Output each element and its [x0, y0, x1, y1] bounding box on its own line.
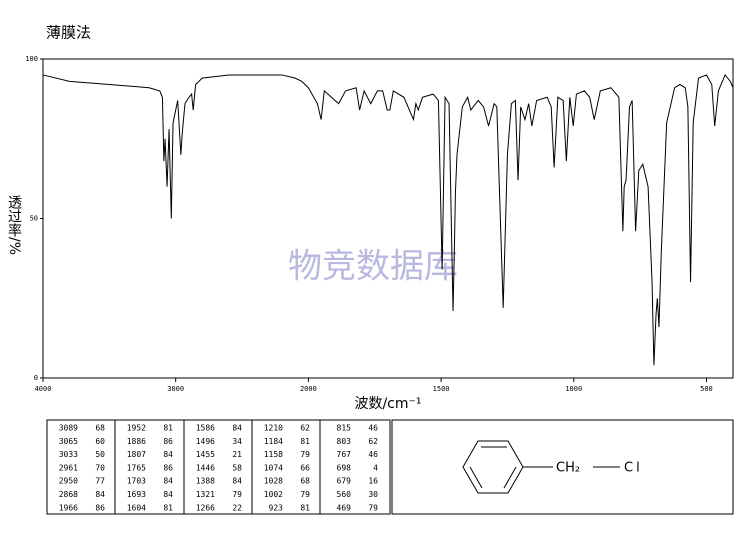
peak-transmittance: 58	[232, 463, 242, 472]
peak-transmittance: 84	[163, 477, 173, 486]
peak-transmittance: 68	[300, 477, 310, 486]
peak-wavenumber: 1886	[127, 437, 146, 446]
peak-transmittance: 79	[368, 503, 378, 512]
peak-transmittance: 16	[368, 477, 378, 486]
peak-transmittance: 84	[163, 450, 173, 459]
peak-transmittance: 81	[163, 503, 173, 512]
peak-transmittance: 86	[163, 463, 173, 472]
x-tick-label: 500	[700, 385, 713, 393]
x-tick-label: 2000	[300, 385, 317, 393]
peak-wavenumber: 1807	[127, 450, 146, 459]
peak-wavenumber: 1028	[264, 477, 283, 486]
peak-transmittance: 79	[300, 450, 310, 459]
peak-wavenumber: 815	[337, 424, 352, 433]
y-tick-label: 100	[25, 55, 38, 63]
peak-wavenumber: 1604	[127, 503, 146, 512]
peak-transmittance: 66	[300, 463, 310, 472]
peak-transmittance: 84	[163, 490, 173, 499]
peak-transmittance: 84	[232, 424, 242, 433]
peak-wavenumber: 1966	[59, 503, 78, 512]
peak-wavenumber: 560	[337, 490, 352, 499]
peak-transmittance: 46	[368, 424, 378, 433]
y-axis-label: 透过率/%	[6, 195, 22, 255]
spectrum-line	[42, 73, 734, 366]
peak-wavenumber: 1446	[196, 463, 215, 472]
peak-wavenumber: 1455	[196, 450, 215, 459]
peak-wavenumber: 1158	[264, 450, 283, 459]
peak-wavenumber: 3033	[59, 450, 78, 459]
peak-transmittance: 62	[300, 424, 310, 433]
peak-wavenumber: 1703	[127, 477, 146, 486]
peak-transmittance: 81	[300, 503, 310, 512]
y-tick-label: 50	[30, 215, 38, 223]
peak-wavenumber: 767	[337, 450, 352, 459]
structure-frame	[391, 419, 734, 515]
peak-wavenumber: 1952	[127, 424, 146, 433]
peak-wavenumber: 1210	[264, 424, 283, 433]
peak-transmittance: 62	[368, 437, 378, 446]
peak-transmittance: 84	[232, 477, 242, 486]
x-axis-label: 波数/cm⁻¹	[354, 396, 421, 412]
peak-wavenumber: 698	[337, 463, 352, 472]
chart-title: 薄膜法	[46, 24, 91, 42]
peak-transmittance: 4	[373, 463, 378, 472]
x-tick-label: 4000	[35, 385, 52, 393]
peak-table-frame	[46, 419, 391, 515]
peak-transmittance: 22	[232, 503, 242, 512]
peak-transmittance: 79	[232, 490, 242, 499]
peak-wavenumber: 1586	[196, 424, 215, 433]
peak-transmittance: 30	[368, 490, 378, 499]
peak-transmittance: 34	[232, 437, 242, 446]
structure-atom: Cl	[624, 461, 643, 476]
peak-transmittance: 81	[163, 424, 173, 433]
peak-transmittance: 68	[95, 424, 105, 433]
peak-wavenumber: 1184	[264, 437, 283, 446]
peak-transmittance: 50	[95, 450, 105, 459]
x-tick-label: 1000	[565, 385, 582, 393]
x-tick-label: 3000	[167, 385, 184, 393]
peak-transmittance: 70	[95, 463, 105, 472]
peak-wavenumber: 679	[337, 477, 352, 486]
peak-transmittance: 60	[95, 437, 105, 446]
peak-wavenumber: 469	[337, 503, 352, 512]
peak-wavenumber: 3065	[59, 437, 78, 446]
peak-transmittance: 21	[232, 450, 242, 459]
peak-wavenumber: 1693	[127, 490, 146, 499]
peak-wavenumber: 1496	[196, 437, 215, 446]
watermark: 物竞数据库	[288, 247, 458, 287]
peak-transmittance: 77	[95, 477, 105, 486]
peak-transmittance: 84	[95, 490, 105, 499]
peak-wavenumber: 3089	[59, 424, 78, 433]
peak-transmittance: 86	[163, 437, 173, 446]
x-tick-label: 1500	[433, 385, 450, 393]
peak-wavenumber: 1388	[196, 477, 215, 486]
benzene-ring	[462, 440, 620, 494]
y-tick-label: 0	[34, 374, 38, 382]
peak-wavenumber: 1266	[196, 503, 215, 512]
peak-transmittance: 46	[368, 450, 378, 459]
peak-wavenumber: 1765	[127, 463, 146, 472]
structure-group: CH₂	[556, 461, 580, 476]
peak-transmittance: 81	[300, 437, 310, 446]
peak-wavenumber: 1002	[264, 490, 283, 499]
peak-transmittance: 79	[300, 490, 310, 499]
peak-wavenumber: 2950	[59, 477, 78, 486]
peak-transmittance: 86	[95, 503, 105, 512]
peak-wavenumber: 1074	[264, 463, 283, 472]
peak-wavenumber: 1321	[196, 490, 215, 499]
peak-wavenumber: 803	[337, 437, 352, 446]
peak-wavenumber: 2961	[59, 463, 78, 472]
peak-wavenumber: 923	[269, 503, 284, 512]
peak-wavenumber: 2868	[59, 490, 78, 499]
